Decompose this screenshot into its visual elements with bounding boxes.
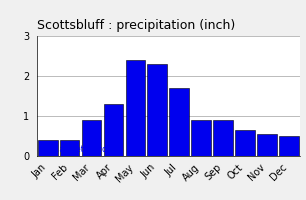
Bar [191, 120, 211, 156]
Bar [60, 140, 80, 156]
Bar [125, 60, 145, 156]
Text: Scottsbluff : precipitation (inch): Scottsbluff : precipitation (inch) [37, 19, 235, 32]
Bar [82, 120, 101, 156]
Bar [279, 136, 299, 156]
Bar [147, 64, 167, 156]
Bar [235, 130, 255, 156]
Bar [38, 140, 58, 156]
Bar [213, 120, 233, 156]
Bar [257, 134, 277, 156]
Bar [104, 104, 123, 156]
Text: www.allmetsat.com: www.allmetsat.com [39, 145, 114, 154]
Bar [170, 88, 189, 156]
